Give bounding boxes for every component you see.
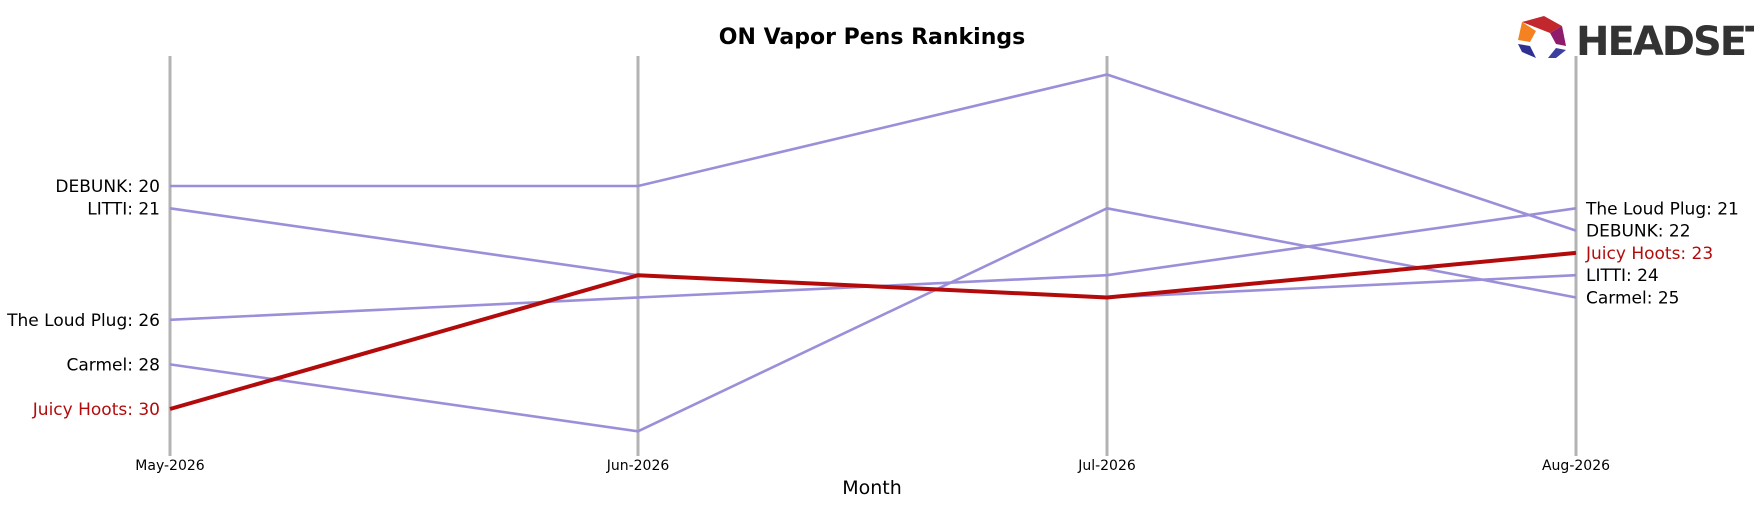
start-label: LITTI: 21 — [87, 199, 160, 219]
series-line-carmel — [169, 207, 1577, 433]
end-label: LITTI: 24 — [1586, 266, 1659, 286]
headset-logo-text: HEADSET — [1576, 19, 1754, 65]
x-tick-label: Jun-2026 — [606, 458, 670, 474]
series-line-litti — [169, 207, 1577, 299]
series-lines — [169, 73, 1577, 433]
end-label: Juicy Hoots: 23 — [1585, 244, 1713, 264]
series-line-debunk — [170, 73, 1577, 232]
x-tick-labels: May-2026 Jun-2026 Jul-2026 Aug-2026 — [135, 458, 1610, 474]
start-label: DEBUNK: 20 — [55, 177, 160, 197]
start-label: The Loud Plug: 26 — [6, 311, 160, 331]
month-axis-lines — [168, 56, 1578, 456]
x-tick-label: Aug-2026 — [1542, 458, 1610, 474]
start-label: Juicy Hoots: 30 — [32, 400, 160, 420]
headset-logo: HEADSET — [1518, 16, 1754, 65]
headset-logo-icon — [1518, 16, 1566, 58]
series-line-the-loud-plug — [169, 207, 1577, 322]
x-axis-label: Month — [842, 477, 902, 499]
chart-title: ON Vapor Pens Rankings — [719, 25, 1025, 50]
end-label: The Loud Plug: 21 — [1585, 199, 1739, 219]
series-line-juicy-hoots — [169, 250, 1577, 411]
start-label: Carmel: 28 — [67, 355, 160, 375]
end-label: DEBUNK: 22 — [1586, 222, 1691, 242]
end-label: Carmel: 25 — [1586, 289, 1679, 309]
x-tick-label: May-2026 — [135, 458, 204, 474]
x-tick-label: Jul-2026 — [1077, 458, 1136, 474]
